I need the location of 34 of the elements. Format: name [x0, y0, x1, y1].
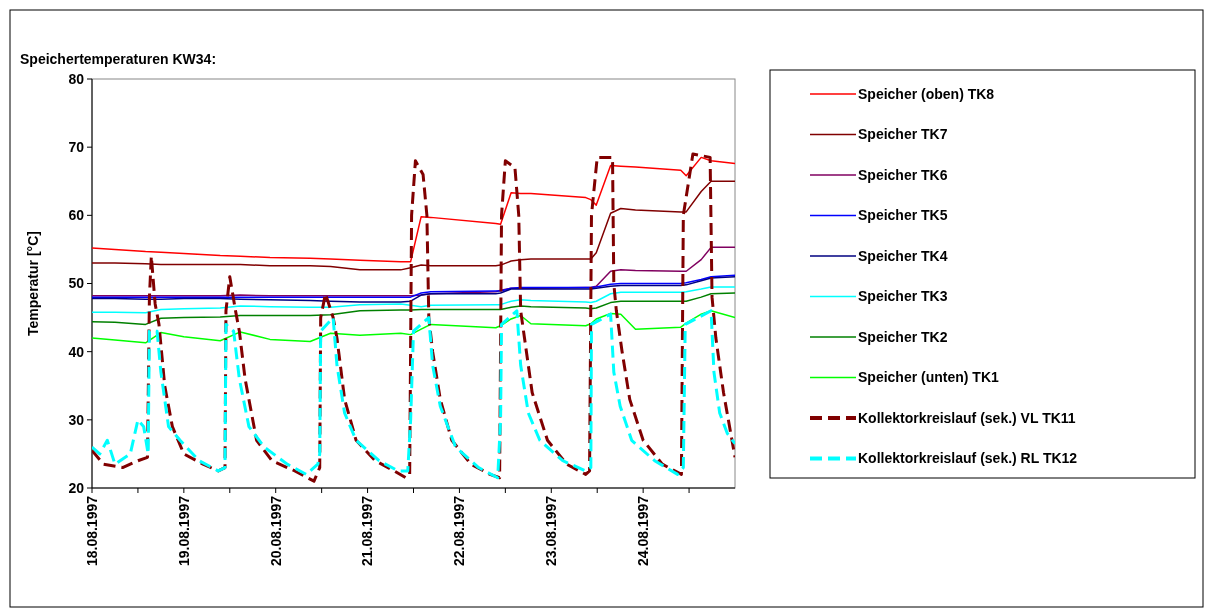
- legend-label: Speicher TK5: [858, 207, 948, 224]
- y-tick-label: 80: [68, 70, 85, 87]
- legend-label: Kollektorkreislauf (sek.) RL TK12: [858, 450, 1078, 467]
- legend-label: Speicher TK2: [858, 328, 948, 345]
- line-series: [92, 309, 735, 480]
- line-series: [92, 275, 735, 303]
- line-series: [92, 156, 735, 263]
- line-series: [92, 292, 735, 326]
- legend-label: Speicher TK7: [858, 126, 948, 143]
- legend-label: Speicher TK3: [858, 288, 948, 305]
- x-tick-label: 22.08.1997: [451, 495, 468, 567]
- line-series: [92, 286, 735, 314]
- x-tick-label: 24.08.1997: [635, 495, 652, 567]
- y-tick-label: 40: [68, 343, 85, 360]
- x-tick-label: 18.08.1997: [83, 495, 100, 567]
- legend-label: Kollektorkreislauf (sek.) VL TK11: [858, 409, 1076, 426]
- y-tick-label: 70: [68, 139, 85, 156]
- legend-label: Speicher TK4: [858, 247, 948, 264]
- chart-title: Speichertemperaturen KW34:: [20, 51, 217, 67]
- line-series: [92, 274, 735, 298]
- y-tick-label: 60: [68, 207, 85, 224]
- y-tick-label: 30: [68, 411, 85, 428]
- x-tick-label: 20.08.1997: [267, 495, 284, 567]
- legend-label: Speicher (unten) TK1: [858, 369, 1000, 386]
- line-series: [92, 310, 735, 344]
- line-series: [92, 152, 735, 483]
- legend-label: Speicher (oben) TK8: [858, 85, 995, 102]
- y-tick-label: 20: [68, 479, 85, 496]
- y-axis-title: Temperatur [°C]: [25, 231, 41, 336]
- legend-label: Speicher TK6: [858, 166, 948, 183]
- x-tick-label: 19.08.1997: [175, 495, 192, 567]
- x-tick-label: 21.08.1997: [359, 495, 376, 567]
- x-tick-label: 23.08.1997: [543, 495, 560, 567]
- y-tick-label: 50: [68, 275, 85, 292]
